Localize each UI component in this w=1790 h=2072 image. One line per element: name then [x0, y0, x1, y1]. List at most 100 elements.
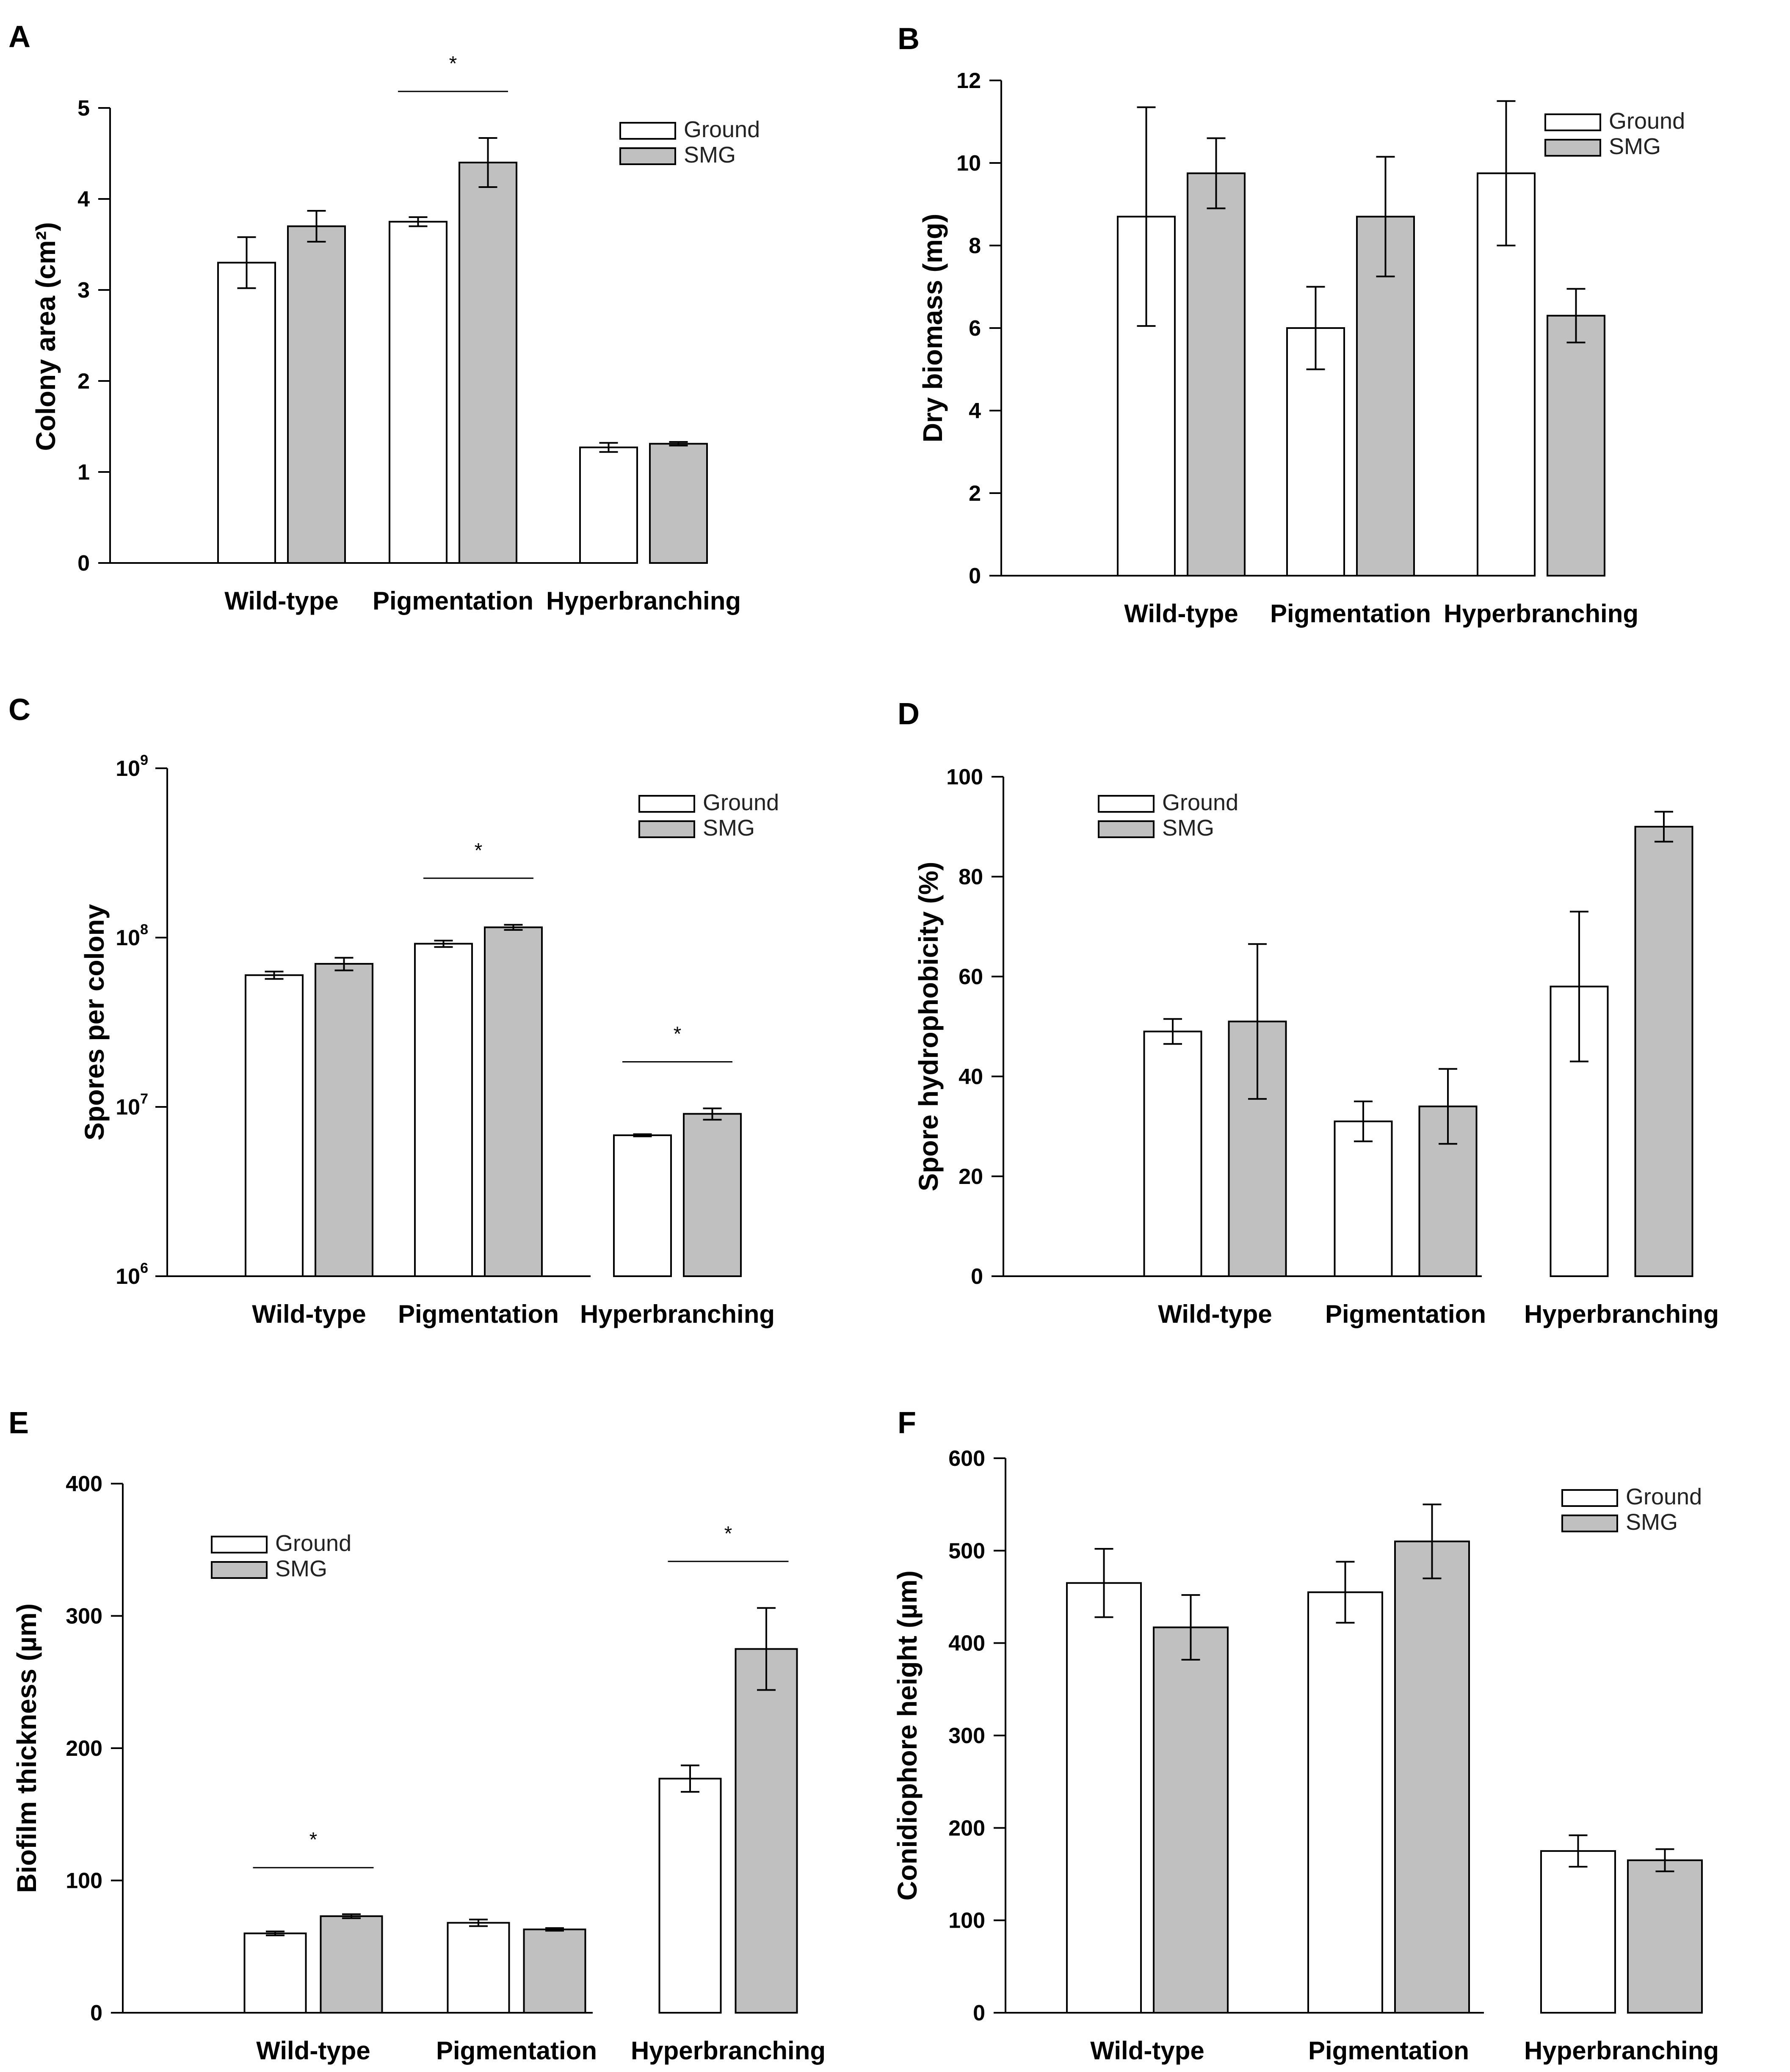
significance-star: * [309, 1829, 318, 1851]
bar-smg-pigmentation [1394, 1540, 1470, 2014]
legend-swatch-smg [638, 820, 695, 838]
x-category-label: Pigmentation [1308, 2036, 1469, 2065]
panel-E: E 0 100 200 300 400 Biofilm thickness (µm) Wild… [8, 1406, 826, 2065]
x-category-label: Wild-type [252, 1300, 366, 1328]
legend-label-ground: Ground [275, 1531, 351, 1556]
legend-swatch-ground [638, 795, 695, 813]
panel-F: F 0 100 200 300 400 500 600 Conidiophore height … [892, 1406, 1719, 2065]
bar-smg-hyperbranching [1547, 315, 1605, 577]
y-tick-base: 10 [116, 1095, 140, 1120]
y-tick-label: 107 [116, 1091, 148, 1120]
x-category-label: Pigmentation [373, 587, 533, 615]
panel-label-C: C [8, 693, 30, 727]
x-category-label: Wild-type [256, 2036, 370, 2065]
legend-label-ground: Ground [1162, 790, 1238, 815]
x-category-label: Wild-type [1124, 599, 1238, 628]
legend-swatch-smg [211, 1561, 268, 1579]
y-tick-label: 600 [948, 1446, 985, 1471]
legend-swatch-smg [1561, 1515, 1618, 1532]
y-tick-label: 400 [948, 1631, 985, 1656]
x-category-label: Hyperbranching [1524, 1300, 1719, 1328]
panel-label-A: A [8, 20, 30, 54]
bar-smg-hyperbranching [683, 1113, 742, 1277]
bar-ground-hyperbranching [1540, 1850, 1616, 2014]
legend-swatch-ground [1544, 113, 1601, 131]
y-tick-base: 10 [116, 756, 140, 781]
y-tick-label: 0 [77, 551, 90, 576]
legend-swatch-ground [211, 1536, 268, 1553]
legend-label-smg: SMG [1626, 1509, 1678, 1535]
bar-smg-wild-type [287, 225, 346, 564]
bar-smg-hyperbranching [649, 443, 708, 564]
y-tick-label: 100 [948, 1909, 985, 1933]
legend-swatch-ground [1561, 1489, 1618, 1507]
bar-ground-wild-type [1143, 1030, 1202, 1277]
y-tick-label: 0 [971, 1264, 983, 1289]
legend-label-smg: SMG [275, 1556, 327, 1581]
legend-swatch-smg [1098, 820, 1155, 838]
bar-smg-wild-type [315, 963, 373, 1277]
y-tick-label: 10 [956, 151, 981, 176]
y-axis-title: Conidiophore height (µm) [892, 1570, 923, 1901]
significance-star: * [674, 1023, 682, 1046]
legend-swatch-smg [1544, 139, 1601, 157]
y-tick-base: 10 [116, 926, 140, 950]
legend-label-ground: Ground [1626, 1484, 1702, 1509]
bar-smg-wild-type [1153, 1626, 1229, 2014]
y-tick-label: 0 [973, 2001, 985, 2025]
x-category-label: Hyperbranching [631, 2036, 826, 2065]
y-tick-label: 200 [948, 1816, 985, 1840]
y-axis-title: Spore hydrophobicity (%) [913, 862, 944, 1192]
legend-label-smg: SMG [684, 142, 736, 168]
legend-label-smg: SMG [703, 815, 755, 841]
y-tick-label: 2 [969, 481, 981, 506]
bar-ground-wild-type [217, 262, 276, 564]
bar-ground-hyperbranching [613, 1134, 672, 1277]
bar-ground-pigmentation [414, 943, 473, 1277]
y-tick-label: 3 [77, 278, 90, 303]
bar-smg-pigmentation [459, 162, 517, 564]
legend-label-ground: Ground [684, 117, 760, 142]
y-tick-label: 1 [77, 460, 90, 485]
significance-star: * [449, 52, 457, 75]
y-tick-label: 5 [77, 96, 90, 121]
bar-smg-hyperbranching [1634, 826, 1693, 1277]
legend-label-ground: Ground [703, 790, 779, 815]
y-tick-label: 20 [959, 1164, 983, 1189]
bar-smg-wild-type [320, 1915, 383, 2014]
y-tick-label: 100 [66, 1869, 102, 1893]
y-tick-label: 0 [90, 2001, 102, 2025]
legend-swatch-ground [619, 122, 676, 140]
bar-smg-hyperbranching [1627, 1859, 1703, 2014]
bar-ground-hyperbranching [579, 446, 638, 564]
y-tick-label: 300 [948, 1724, 985, 1748]
y-axis-title: Biofilm thickness (µm) [11, 1603, 42, 1893]
x-category-label: Wild-type [1090, 2036, 1204, 2065]
y-tick-label: 200 [66, 1736, 102, 1761]
y-tick-label: 60 [959, 965, 983, 989]
bar-ground-hyperbranching [658, 1777, 722, 2014]
y-tick-label: 2 [77, 369, 90, 394]
y-tick-label: 108 [116, 922, 148, 950]
panel-label-B: B [898, 22, 920, 56]
y-tick-label: 0 [969, 564, 981, 588]
y-tick-label: 4 [969, 399, 981, 423]
bar-smg-pigmentation [484, 926, 543, 1277]
bar-ground-pigmentation [389, 221, 448, 564]
bar-ground-pigmentation [1307, 1591, 1383, 2014]
y-tick-label: 8 [969, 234, 981, 258]
x-category-label: Wild-type [1158, 1300, 1272, 1328]
y-tick-exponent: 9 [140, 752, 148, 768]
panel-D: D 0 20 40 60 80 100 Spore hydrophobicity (%) Wil… [898, 697, 1719, 1328]
panel-label-F: F [898, 1406, 916, 1440]
x-category-label: Hyperbranching [580, 1300, 775, 1328]
y-tick-label: 100 [946, 765, 983, 789]
y-tick-label: 6 [969, 316, 981, 341]
y-tick-label: 12 [956, 69, 981, 93]
legend-swatch-ground [1098, 795, 1155, 813]
bar-ground-wild-type [245, 974, 304, 1277]
x-category-label: Hyperbranching [1524, 2036, 1719, 2065]
panel-A: A 0 1 2 3 4 5 Colony area (cm²) Wild-type Pigment… [8, 20, 760, 615]
legend-label-smg: SMG [1162, 815, 1214, 841]
